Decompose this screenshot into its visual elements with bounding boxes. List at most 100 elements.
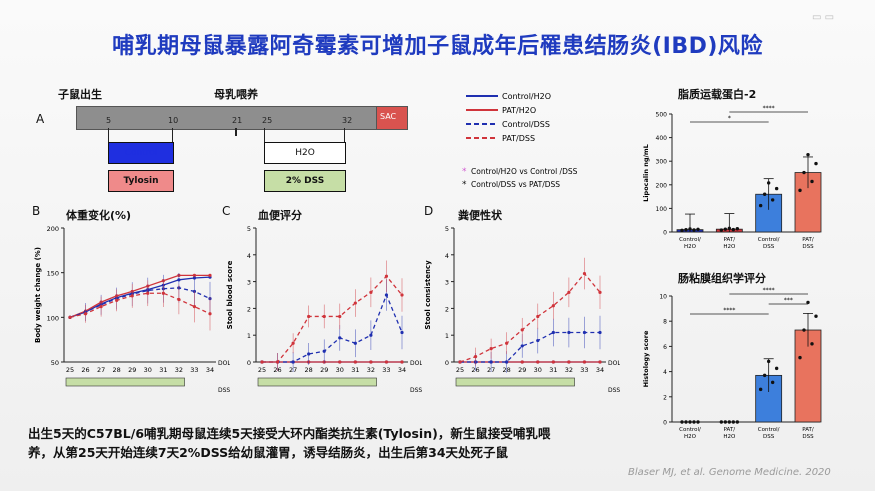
data-point [369, 333, 373, 337]
y-tick-label: 8 [663, 319, 667, 326]
x-tick-label: 32 [565, 366, 573, 374]
data-point [731, 227, 736, 232]
data-point [688, 227, 692, 231]
legend: Control/H2O PAT/H2O Control/DSS PAT/DSS … [462, 92, 578, 188]
y-tick-label: 50 [51, 359, 59, 367]
data-point [688, 420, 692, 424]
x-tick-label: 31 [351, 366, 359, 374]
data-point [338, 314, 342, 319]
y-tick-label: 3 [247, 279, 251, 287]
data-point [400, 330, 404, 335]
y-tick-label: 0 [247, 359, 251, 367]
data-point [458, 360, 462, 364]
data-point [692, 420, 696, 424]
data-point [307, 314, 311, 319]
data-point [338, 336, 342, 340]
data-point [307, 352, 311, 356]
y-axis-label: Stool consistency [424, 260, 432, 330]
data-point [260, 360, 264, 364]
panel-d-letter: D [424, 204, 434, 218]
birth-label: 子鼠出生 [58, 88, 102, 101]
data-point [723, 227, 728, 231]
y-tick-label: 6 [663, 344, 667, 351]
h2o-box: H2O [264, 142, 346, 164]
data-point [384, 360, 389, 364]
data-point [400, 293, 404, 297]
category-label: Control/ [679, 427, 701, 433]
data-point [369, 360, 373, 364]
y-tick-label: 2 [445, 305, 449, 313]
data-point [770, 380, 775, 385]
y-axis-label: Body weight change (%) [34, 247, 42, 343]
data-point [810, 179, 814, 184]
data-point [551, 360, 555, 364]
x-tick-label: 30 [534, 366, 542, 374]
data-point [551, 304, 555, 308]
series-line-pat-dss [69, 292, 211, 318]
data-point [598, 330, 602, 335]
data-point [536, 314, 540, 319]
category-label: DSS [763, 434, 775, 440]
data-point [130, 294, 134, 298]
category-label: H2O [723, 244, 736, 250]
data-point [551, 330, 555, 335]
y-tick-label: 100 [656, 206, 668, 213]
data-point [384, 274, 389, 278]
data-point [598, 290, 602, 294]
data-point [814, 314, 818, 318]
y-axis-label: Lipocalin ng/mL [642, 144, 650, 202]
data-point [369, 290, 373, 294]
data-point [774, 186, 779, 191]
description: 出生5天的C57BL/6哺乳期母鼠连续5天接受大环内酯类抗生素(Tylosin)… [28, 424, 638, 462]
y-tick-label: 1 [247, 332, 251, 340]
x-tick-label: 26 [81, 366, 89, 374]
tick-25: 25 [262, 116, 273, 125]
data-point [99, 305, 103, 309]
y-tick-label: 0 [663, 420, 667, 427]
significance-label: **** [723, 307, 735, 314]
series-line-pat-dss [459, 272, 601, 363]
body-weight-chart: 50 100 150 200 Body weight change (%) 25 26 27 2… [34, 225, 230, 394]
dol-label: DOL [608, 360, 620, 367]
tick-10: 10 [168, 116, 179, 125]
y-tick-label: 300 [656, 159, 668, 166]
dss-label: DSS [410, 387, 422, 394]
x-tick-label: 30 [144, 366, 152, 374]
data-point [489, 360, 493, 364]
data-point [115, 298, 119, 302]
description-line-2: 养，从第25天开始连续7天2%DSS给幼鼠灌胃，诱导结肠炎，出生后第34天处死子… [28, 445, 509, 460]
data-point [727, 420, 732, 424]
panel-c-heading: 血便评分 [258, 209, 302, 222]
sac-label: SAC [380, 112, 397, 121]
category-label: Control/ [758, 237, 780, 243]
data-point [727, 226, 732, 231]
data-point [806, 152, 810, 157]
data-point [536, 338, 540, 343]
sig-star-magenta-icon: * [462, 167, 467, 177]
tick-32: 32 [342, 116, 353, 125]
data-point [208, 312, 212, 316]
tick-mark-25 [264, 128, 265, 142]
data-point [731, 420, 736, 424]
y-tick-label: 4 [445, 252, 449, 260]
data-point [696, 227, 700, 231]
category-label: Control/ [679, 237, 701, 243]
data-point [520, 360, 524, 364]
category-label: PAT/ [724, 237, 736, 243]
tick-5: 5 [106, 116, 112, 125]
tick-mark-21 [235, 128, 237, 136]
data-point [719, 420, 724, 424]
x-tick-label: 33 [580, 366, 588, 374]
panel-b-letter: B [32, 204, 41, 218]
data-point [567, 330, 571, 335]
x-tick-label: 32 [367, 366, 375, 374]
category-label: H2O [684, 434, 697, 440]
data-point [770, 198, 775, 202]
y-axis-label: Stool blood score [226, 260, 234, 329]
y-tick-label: 2 [663, 394, 667, 401]
legend-pat-h2o: PAT/H2O [502, 106, 536, 115]
legend-pat-dss: PAT/DSS [502, 134, 535, 143]
y-tick-label: 4 [247, 252, 251, 260]
